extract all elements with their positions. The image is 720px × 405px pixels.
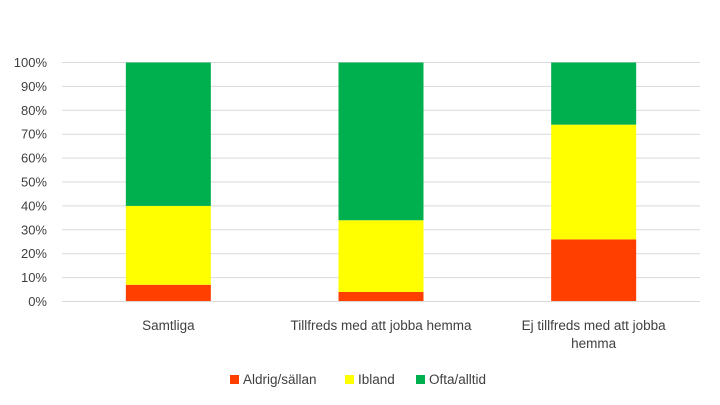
y-tick-label: 50%	[21, 175, 47, 190]
legend-swatch	[416, 375, 425, 384]
category-label: Ej tillfreds med att jobba hemma	[522, 318, 667, 351]
y-tick-label: 10%	[21, 270, 47, 285]
y-tick-label: 30%	[21, 222, 47, 237]
category-label: Tillfreds med att jobba hemma	[290, 318, 472, 333]
bar-segment	[551, 124, 637, 240]
category-labels: Samtliga Tillfreds med att jobba hemma Ej …	[142, 318, 666, 351]
category-label: Samtliga	[142, 318, 195, 333]
y-axis-tick-labels: 0% 10% 20% 30% 40% 50% 60% 70% 80% 90% 100%	[14, 55, 48, 309]
y-tick-label: 100%	[14, 55, 48, 70]
bar-segment	[338, 220, 424, 292]
legend-label: Aldrig/sällan	[243, 372, 317, 387]
y-tick-label: 70%	[21, 127, 47, 142]
legend-label: Ibland	[358, 372, 395, 387]
bar-segment	[125, 62, 211, 206]
bars	[125, 62, 637, 302]
y-tick-label: 20%	[21, 246, 47, 261]
y-tick-label: 60%	[21, 151, 47, 166]
y-tick-label: 40%	[21, 198, 47, 213]
y-tick-label: 80%	[21, 103, 47, 118]
legend-swatch	[345, 375, 354, 384]
bar-segment	[338, 62, 424, 221]
legend-label: Ofta/alltid	[429, 372, 486, 387]
bar-segment	[338, 291, 424, 302]
legend-swatch	[230, 375, 239, 384]
bar-segment	[125, 284, 211, 302]
y-tick-label: 0%	[28, 294, 47, 309]
bar-segment	[551, 62, 637, 125]
bar-segment	[125, 205, 211, 285]
y-tick-label: 90%	[21, 79, 47, 94]
bar-segment	[551, 239, 637, 302]
legend: Aldrig/sällan Ibland Ofta/alltid	[230, 372, 486, 387]
